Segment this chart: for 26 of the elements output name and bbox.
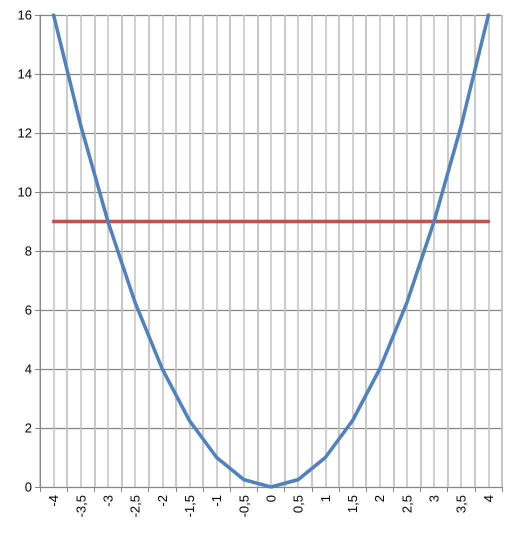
y-tick-label: 14: [18, 66, 32, 82]
y-tick-label: 12: [18, 126, 32, 140]
x-tick-label: -3,5: [73, 495, 88, 518]
y-tick-label: 8: [24, 244, 32, 258]
x-tick-label: 1,5: [345, 495, 360, 514]
x-tick-label: -4: [46, 495, 62, 507]
line-series: [52, 13, 490, 489]
x-tick-label: -2,5: [128, 495, 143, 518]
x-tick-label: 3: [426, 495, 442, 502]
y-tick-label: 10: [18, 184, 32, 200]
x-tick-label: 2,5: [399, 495, 414, 514]
x-tick-label: 4: [480, 495, 496, 502]
x-tick-label: -0,5: [236, 495, 252, 518]
x-tick-label: -2: [154, 495, 170, 507]
x-tick-label: 0: [264, 495, 278, 502]
y-tick-label: 4: [24, 362, 32, 376]
x-tick-label: 0,5: [290, 495, 306, 514]
x-tick-label: 2: [372, 495, 388, 502]
y-tick-label: 6: [24, 302, 32, 318]
y-tick-label: 16: [18, 8, 32, 22]
x-tick-label: -1,5: [182, 495, 197, 518]
x-tick-label: -1: [209, 495, 224, 507]
x-tick-label: -3: [100, 495, 116, 507]
x-tick-label: 3,5: [454, 495, 469, 514]
x-tick-label: 1: [318, 495, 333, 502]
y-tick-label: 2: [24, 420, 32, 436]
